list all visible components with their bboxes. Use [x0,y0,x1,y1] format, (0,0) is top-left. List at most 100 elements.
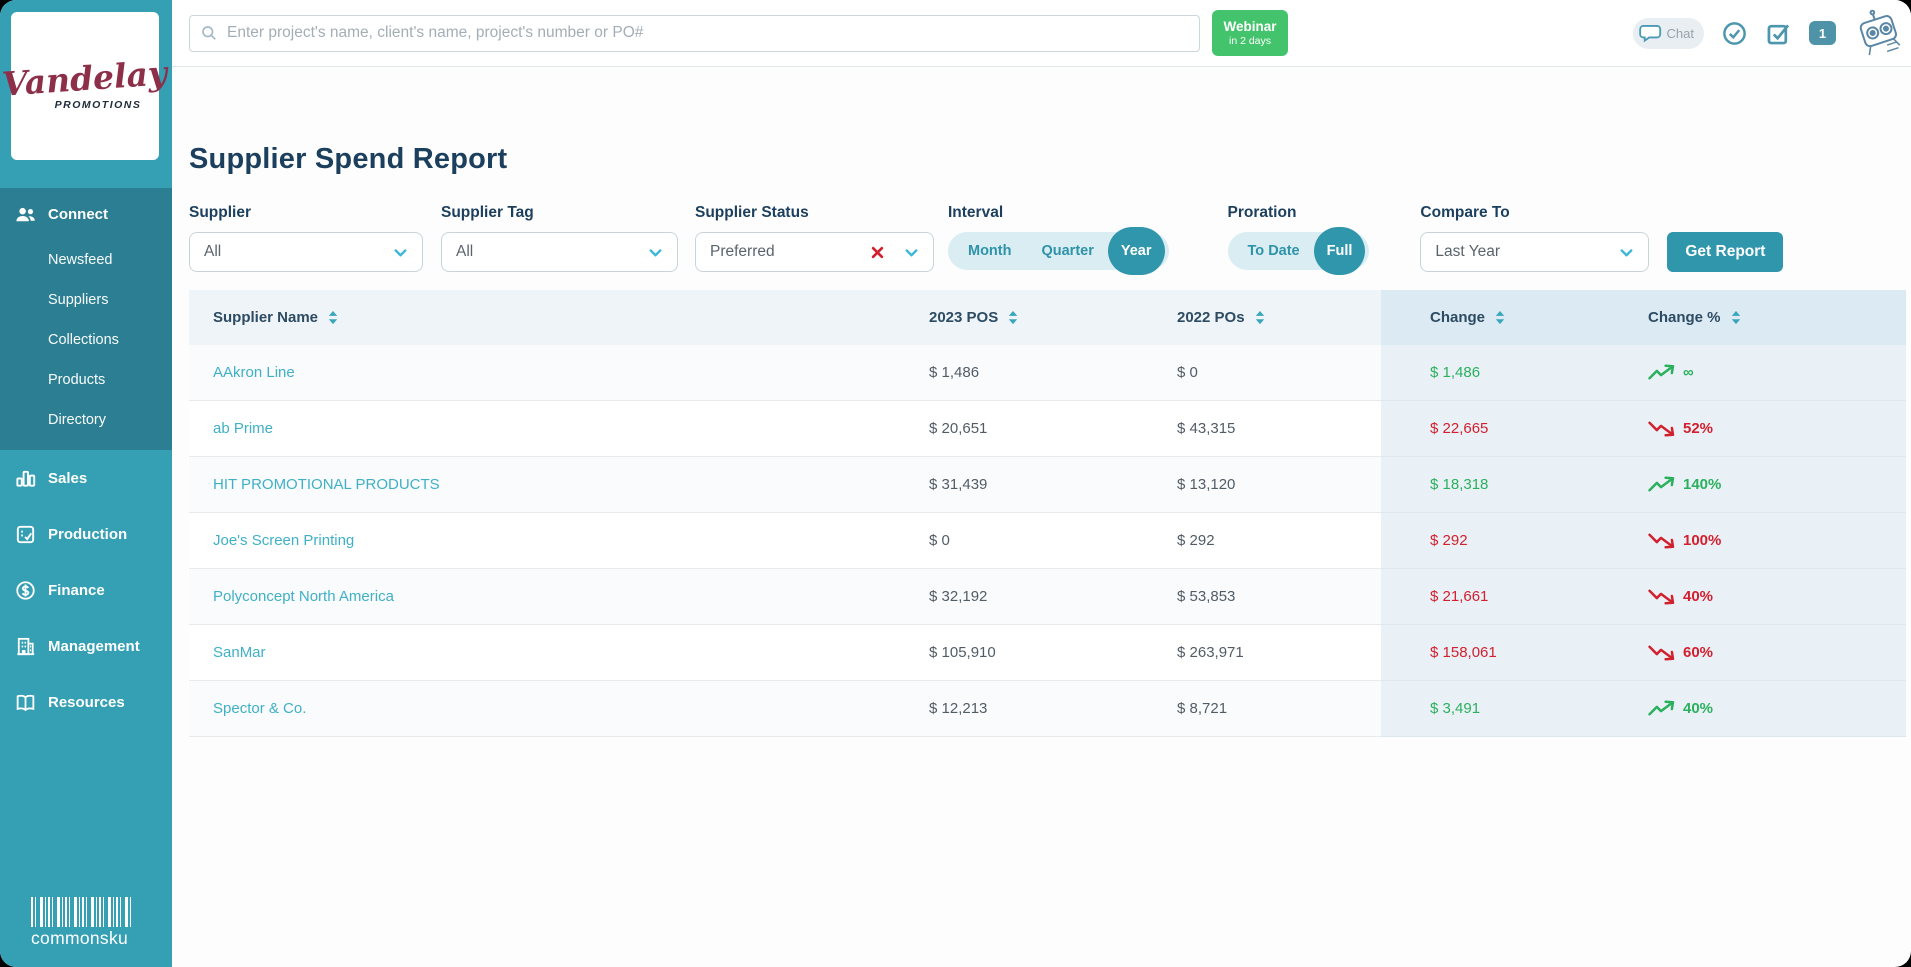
get-report-button[interactable]: Get Report [1667,232,1784,272]
pos-2022-value: $ 292 [1177,532,1215,549]
sidebar-item-finance[interactable]: Finance [0,562,172,618]
trending-up-icon [1648,364,1675,380]
proration-option-todate[interactable]: To Date [1247,243,1300,259]
webinar-button[interactable]: Webinar in 2 days [1212,10,1288,56]
page-title: Supplier Spend Report [189,143,508,175]
people-icon [16,207,35,221]
company-logo-subtext: PROMOTIONS [54,98,142,111]
tasks-checkbox-icon[interactable] [1765,20,1792,47]
clear-filter-x-icon[interactable] [868,243,887,262]
supplier-status-select-value: Preferred [710,243,775,260]
filter-supplier: Supplier All [189,204,423,272]
table-row: SanMar $ 105,910 $ 263,971 $ 158,061 60% [189,625,1906,681]
supplier-link[interactable]: AAkron Line [213,364,295,381]
trending-down-icon [1648,421,1675,437]
commonsku-logo[interactable]: commonsku [31,897,137,949]
proration-toggle-group: To Date Full [1227,227,1370,275]
supplier-link[interactable]: Joe's Screen Printing [213,532,355,549]
column-header-2023-pos[interactable]: 2023 POS [929,290,1177,345]
pos-2022-value: $ 0 [1177,364,1198,381]
sidebar-item-production[interactable]: Production [0,506,172,562]
change-value: $ 21,661 [1430,588,1489,605]
search-wrap [189,14,1200,52]
sidebar-item-label: Connect [48,205,108,223]
bar-chart-icon [16,470,36,487]
column-header-supplier-name[interactable]: Supplier Name [189,290,929,345]
filter-interval: Interval Month Quarter Year [948,204,1169,275]
sort-icon [1731,310,1740,325]
filters-row: Supplier All Supplier Tag All Supplier S… [189,204,1906,275]
sidebar-item-products[interactable]: Products [48,372,106,388]
supplier-link[interactable]: SanMar [213,644,266,661]
column-header-change[interactable]: Change [1381,290,1646,345]
pos-2023-value: $ 105,910 [929,644,996,661]
supplier-link[interactable]: ab Prime [213,420,274,437]
pos-2023-value: $ 31,439 [929,476,988,493]
clipboard-check-icon [16,525,35,543]
table-header-row: Supplier Name 2023 POS 2022 POs Change [189,290,1906,345]
sidebar-item-directory[interactable]: Directory [48,412,107,428]
chat-button[interactable]: Chat [1632,17,1704,49]
sort-icon [1009,310,1018,325]
interval-option-quarter[interactable]: Quarter [1041,243,1094,259]
sidebar: Vandelay PROMOTIONS Connect Newsfeed Sup… [0,0,172,967]
table-body: AAkron Line $ 1,486 $ 0 $ 1,486 ∞ ab Pri… [189,345,1906,737]
sidebar-item-collections[interactable]: Collections [48,332,119,348]
supplier-link[interactable]: Polyconcept North America [213,588,394,605]
change-pct-value: 60% [1683,644,1714,661]
barcode-graphic [31,897,133,927]
sidebar-item-suppliers[interactable]: Suppliers [48,292,109,308]
change-pct-value: 100% [1683,532,1722,549]
interval-toggle-group: Month Quarter Year [948,227,1169,275]
commonsku-wordmark: commonsku [31,928,129,948]
compare-to-select[interactable]: Last Year [1420,232,1650,272]
sort-icon [1495,310,1505,325]
search-input[interactable] [189,14,1200,52]
column-header-change-pct[interactable]: Change % [1646,290,1906,345]
sidebar-item-sales[interactable]: Sales [0,450,172,506]
pos-2022-value: $ 43,315 [1177,420,1236,437]
interval-filter-label: Interval [948,204,1004,221]
supplier-tag-select[interactable]: All [441,232,678,272]
table-row: Polyconcept North America $ 32,192 $ 53,… [189,569,1906,625]
trending-down-icon [1648,589,1675,605]
table-row: ab Prime $ 20,651 $ 43,315 $ 22,665 52% [189,401,1906,457]
supplier-status-filter-label: Supplier Status [695,204,809,221]
interval-option-month[interactable]: Month [968,243,1012,259]
supplier-link[interactable]: HIT PROMOTIONAL PRODUCTS [213,476,440,493]
table-row: Joe's Screen Printing $ 0 $ 292 $ 292 10… [189,513,1906,569]
sidebar-nav: Connect Newsfeed Suppliers Collections P… [0,188,172,730]
clock-check-icon[interactable] [1721,20,1748,47]
chat-label: Chat [1666,25,1694,41]
sidebar-item-resources[interactable]: Resources [0,674,172,730]
sort-icon [328,310,338,325]
chevron-down-icon [649,248,662,256]
pos-2023-value: $ 1,486 [929,364,980,381]
column-header-2022-pos[interactable]: 2022 POs [1177,290,1381,345]
trending-down-icon [1648,533,1675,549]
filter-submit: Get Report [1667,232,1784,272]
supplier-status-select[interactable]: Preferred [695,232,934,272]
change-pct-value: 52% [1683,420,1714,437]
search-icon [202,25,216,40]
sidebar-item-management[interactable]: Management [0,618,172,674]
sidebar-item-connect[interactable]: Connect [0,188,172,240]
trending-up-icon [1648,476,1675,492]
chevron-down-icon [905,248,918,256]
pos-2023-value: $ 0 [929,532,950,549]
topbar: Webinar in 2 days Chat 1 [172,0,1911,67]
company-logo-text: Vandelay [1,52,169,104]
company-logo[interactable]: Vandelay PROMOTIONS [1,12,169,160]
avatar[interactable] [1853,5,1905,61]
proration-option-full[interactable]: Full [1313,227,1366,275]
supplier-link[interactable]: Spector & Co. [213,700,307,717]
interval-option-year[interactable]: Year [1107,227,1165,275]
proration-filter-label: Proration [1227,204,1297,221]
change-pct-value: ∞ [1683,364,1694,381]
filter-supplier-tag: Supplier Tag All [441,204,678,272]
pos-2023-value: $ 12,213 [929,700,988,717]
sidebar-item-newsfeed[interactable]: Newsfeed [48,252,113,268]
change-value: $ 1,486 [1430,364,1481,381]
notification-badge[interactable]: 1 [1809,21,1836,45]
supplier-select[interactable]: All [189,232,423,272]
